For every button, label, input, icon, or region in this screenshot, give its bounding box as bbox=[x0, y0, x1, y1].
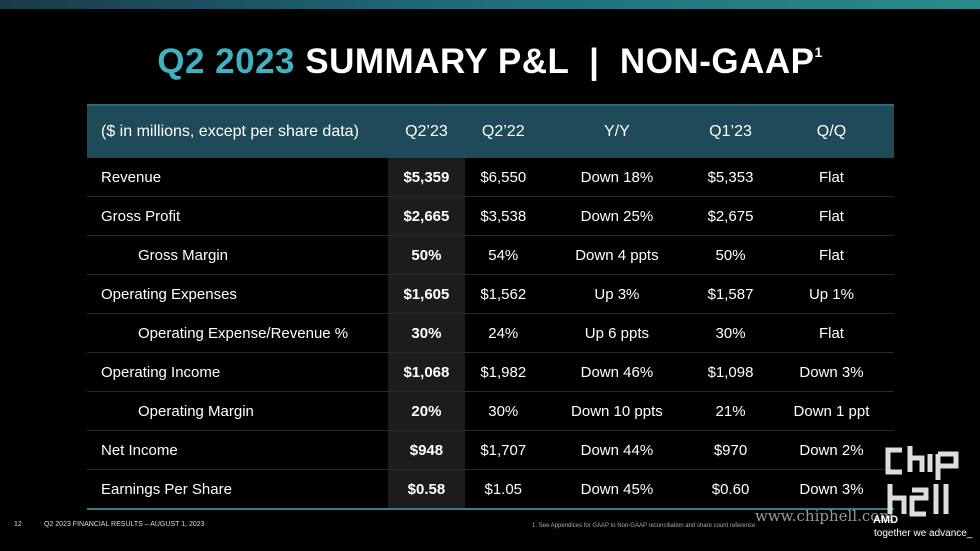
row-label: Operating Expenses bbox=[87, 274, 388, 314]
row-value: Down 3% bbox=[768, 352, 894, 392]
row-value: $5,359 bbox=[388, 158, 465, 197]
row-value: Down 4 ppts bbox=[541, 235, 693, 275]
chiphell-logo-icon bbox=[885, 446, 959, 517]
row-label: Earnings Per Share bbox=[87, 469, 388, 510]
row-value: $0.58 bbox=[388, 469, 465, 510]
row-value: $1.05 bbox=[464, 469, 542, 510]
row-label: Operating Income bbox=[87, 352, 388, 392]
row-value: $1,587 bbox=[692, 274, 769, 314]
table-row: Gross Profit $2,665 $3,538 Down 25% $2,675 Fl… bbox=[87, 196, 894, 236]
header-cell: Y/Y bbox=[541, 104, 693, 158]
title-accent: Q2 2023 bbox=[157, 42, 295, 81]
row-value: Down 1 ppt bbox=[768, 391, 894, 431]
row-label: Revenue bbox=[87, 158, 388, 197]
row-value: $2,665 bbox=[388, 196, 465, 236]
row-value: $1,098 bbox=[692, 352, 769, 392]
row-value: $2,675 bbox=[692, 196, 769, 236]
header-cell: ($ in millions, except per share data) bbox=[87, 104, 388, 158]
header-cell: Q1’23 bbox=[692, 104, 769, 158]
row-value: $1,982 bbox=[464, 352, 542, 392]
row-value: 50% bbox=[692, 235, 769, 275]
title-main: SUMMARY P&L | NON-GAAP bbox=[305, 42, 815, 81]
table-row: Gross Margin 50% 54% Down 4 ppts 50% Flat bbox=[87, 235, 894, 275]
row-value: $1,068 bbox=[388, 352, 465, 392]
row-value: Up 6 ppts bbox=[541, 313, 693, 353]
pnl-table: ($ in millions, except per share data) Q… bbox=[87, 104, 894, 510]
top-accent-bar bbox=[0, 0, 980, 9]
row-value: Down 45% bbox=[541, 469, 693, 510]
footer: 12 Q2 2023 FINANCIAL RESULTS – AUGUST 1, … bbox=[14, 521, 205, 528]
row-value: $0.60 bbox=[692, 469, 769, 510]
row-label: Gross Margin bbox=[87, 235, 388, 275]
row-value: Down 25% bbox=[541, 196, 693, 236]
table-row: Operating Expense/Revenue % 30% 24% Up 6 pp… bbox=[87, 313, 894, 353]
row-value: Flat bbox=[768, 158, 894, 197]
brand-tagline: together we advance_ bbox=[874, 528, 973, 539]
row-value: $6,550 bbox=[464, 158, 542, 197]
row-value: Down 2% bbox=[768, 430, 894, 470]
row-value: 24% bbox=[464, 313, 542, 353]
footer-text: Q2 2023 FINANCIAL RESULTS – AUGUST 1, 20… bbox=[44, 521, 205, 528]
row-value: 30% bbox=[388, 313, 465, 353]
header-cell: Q2’23 bbox=[388, 104, 465, 158]
table-row: Revenue $5,359 $6,550 Down 18% $5,353 Flat bbox=[87, 158, 894, 197]
row-value: Flat bbox=[768, 313, 894, 353]
table-row: Earnings Per Share $0.58 $1.05 Down 45% $0.6… bbox=[87, 469, 894, 510]
row-value: 30% bbox=[692, 313, 769, 353]
amd-logo: AMD bbox=[873, 514, 899, 526]
row-value: $1,562 bbox=[464, 274, 542, 314]
row-value: Flat bbox=[768, 235, 894, 275]
table-header-row: ($ in millions, except per share data) Q… bbox=[87, 104, 894, 158]
row-value: Down 44% bbox=[541, 430, 693, 470]
table-row: Operating Income $1,068 $1,982 Down 46% $1,0… bbox=[87, 352, 894, 392]
row-value: $5,353 bbox=[692, 158, 769, 197]
slide-title: Q2 2023 SUMMARY P&L | NON-GAAP1 bbox=[0, 42, 980, 82]
row-label: Operating Expense/Revenue % bbox=[87, 313, 388, 353]
row-value: $948 bbox=[388, 430, 465, 470]
row-label: Operating Margin bbox=[87, 391, 388, 431]
row-value: Up 1% bbox=[768, 274, 894, 314]
watermark: www.chiphell.com bbox=[755, 507, 894, 525]
table-row: Operating Margin 20% 30% Down 10 ppts 21% Dow… bbox=[87, 391, 894, 431]
row-value: 21% bbox=[692, 391, 769, 431]
title-footnote-mark: 1 bbox=[814, 44, 823, 60]
footnote: 1. See Appendices for GAAP to Non-GAAP r… bbox=[532, 523, 756, 529]
row-value: 30% bbox=[464, 391, 542, 431]
row-value: Down 3% bbox=[768, 469, 894, 510]
row-value: Flat bbox=[768, 196, 894, 236]
row-value: $970 bbox=[692, 430, 769, 470]
row-value: Down 10 ppts bbox=[541, 391, 693, 431]
row-value: Down 18% bbox=[541, 158, 693, 197]
row-label: Gross Profit bbox=[87, 196, 388, 236]
row-value: $3,538 bbox=[464, 196, 542, 236]
row-value: $1,707 bbox=[464, 430, 542, 470]
row-value: 50% bbox=[388, 235, 465, 275]
row-value: $1,605 bbox=[388, 274, 465, 314]
row-value: 20% bbox=[388, 391, 465, 431]
row-label: Net Income bbox=[87, 430, 388, 470]
row-value: Down 46% bbox=[541, 352, 693, 392]
header-cell: Q2’22 bbox=[464, 104, 542, 158]
row-value: Up 3% bbox=[541, 274, 693, 314]
page-number: 12 bbox=[14, 521, 22, 528]
table-row: Net Income $948 $1,707 Down 44% $970 Down 2% bbox=[87, 430, 894, 470]
table-row: Operating Expenses $1,605 $1,562 Up 3% $1,58… bbox=[87, 274, 894, 314]
header-cell: Q/Q bbox=[768, 104, 894, 158]
row-value: 54% bbox=[464, 235, 542, 275]
